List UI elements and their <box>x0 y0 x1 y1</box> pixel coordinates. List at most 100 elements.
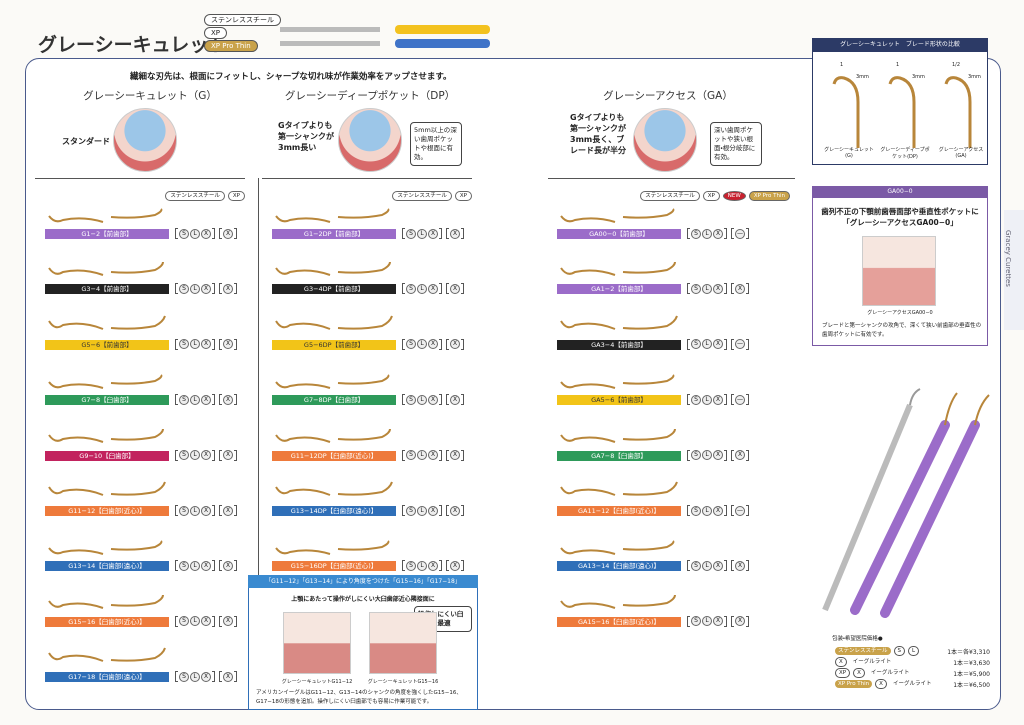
column-description: Gタイプよりも第一シャンクが3mm長く、ブレード長が半分 <box>570 113 626 155</box>
bracket <box>446 338 449 350</box>
bracket <box>731 615 734 627</box>
price-part: XP <box>835 668 851 678</box>
price-part: ステンレススチール <box>835 647 891 655</box>
instrument <box>560 315 678 330</box>
option-mark: S <box>179 505 189 516</box>
bracket <box>439 283 442 295</box>
option-mark: S <box>179 616 189 627</box>
option-mark: X <box>450 505 460 516</box>
column-divider <box>258 178 259 578</box>
option-mark: L <box>702 505 712 516</box>
price-part: イーグルライト <box>852 659 892 665</box>
blade-shape <box>944 76 972 148</box>
column-heading: グレーシーキュレット（G） <box>83 90 217 102</box>
bracket <box>402 449 405 461</box>
comparison-panel <box>812 38 988 165</box>
bracket <box>175 394 178 406</box>
bracket <box>724 505 727 516</box>
option-mark: X <box>450 394 460 405</box>
bracket <box>446 449 449 461</box>
bracket <box>175 560 178 572</box>
option-mark: X <box>201 616 211 627</box>
option-mark: X <box>735 450 745 461</box>
comparison-name: グレーシーディープポケット(DP) <box>880 147 930 160</box>
comparison-name: グレーシーアクセス(GA) <box>938 147 984 159</box>
option-mark: S <box>179 283 189 294</box>
option-mark: L <box>417 394 427 405</box>
option-mark: L <box>190 339 200 350</box>
product-photo <box>822 388 990 618</box>
price-row: ステンレススチール S L 1本＝各¥3,310 <box>835 646 990 656</box>
tag: XP <box>702 191 720 201</box>
bracket <box>746 283 749 295</box>
bracket <box>461 505 464 516</box>
instrument <box>560 208 675 223</box>
bracket <box>446 283 449 295</box>
item-options: S L X — <box>687 338 749 350</box>
option-mark: X <box>713 339 723 350</box>
option-mark: S <box>406 394 416 405</box>
bracket <box>402 283 405 295</box>
item-label: G7−8【臼歯部】 <box>45 395 169 406</box>
instrument <box>48 208 163 223</box>
instrument <box>560 374 675 390</box>
option-mark: X <box>735 283 745 294</box>
bracket <box>234 338 237 350</box>
column-description: スタンダード <box>62 137 110 146</box>
header-badge: ステンレススチール <box>204 14 281 26</box>
bracket <box>175 283 178 295</box>
option-mark: L <box>702 228 712 239</box>
price-text: 1本＝¥5,900 <box>953 670 990 678</box>
item-label: G3−4DP【前歯部】 <box>272 284 396 295</box>
instrument <box>275 315 393 330</box>
option-mark: S <box>179 560 189 571</box>
option-mark: S <box>406 228 416 239</box>
option-mark: X <box>223 450 233 461</box>
item-label: GA13−14【臼歯部(遠心)】 <box>557 561 681 572</box>
bracket <box>439 228 442 239</box>
option-mark: S <box>691 560 701 571</box>
option-mark: X <box>713 560 723 571</box>
option-mark: L <box>190 671 200 682</box>
option-mark: X <box>201 283 211 294</box>
bracket <box>687 228 690 239</box>
bracket <box>402 228 405 239</box>
bracket <box>746 338 749 350</box>
bracket <box>446 560 449 572</box>
option-mark: — <box>735 339 745 350</box>
bracket <box>687 338 690 350</box>
item-label: G15−16DP【臼歯部(近心)】 <box>272 561 396 572</box>
bracket <box>402 560 405 572</box>
option-mark: X <box>223 228 233 239</box>
option-mark: X <box>735 560 745 571</box>
item-label: G5−6DP【前歯部】 <box>272 339 396 350</box>
instrument <box>275 262 391 277</box>
option-mark: X <box>450 450 460 461</box>
price-text: 1本＝各¥3,310 <box>947 648 990 656</box>
bracket <box>219 560 222 572</box>
bracket <box>446 228 449 239</box>
option-mark: X <box>428 505 438 516</box>
column-heading: グレーシーディープポケット（DP） <box>284 90 456 102</box>
option-mark: L <box>190 228 200 239</box>
bracket <box>461 394 464 406</box>
bracket <box>687 449 690 461</box>
bracket <box>175 505 178 516</box>
option-mark: S <box>406 339 416 350</box>
option-mark: S <box>406 283 416 294</box>
option-mark: X <box>428 394 438 405</box>
option-mark: L <box>417 560 427 571</box>
item-label: GA15−16【臼歯部(近心)】 <box>557 616 681 627</box>
option-mark: X <box>450 339 460 350</box>
item-label: G5−6【前歯部】 <box>45 339 169 350</box>
item-label: GA3−4【前歯部】 <box>557 339 681 350</box>
content-frame <box>25 58 1001 710</box>
